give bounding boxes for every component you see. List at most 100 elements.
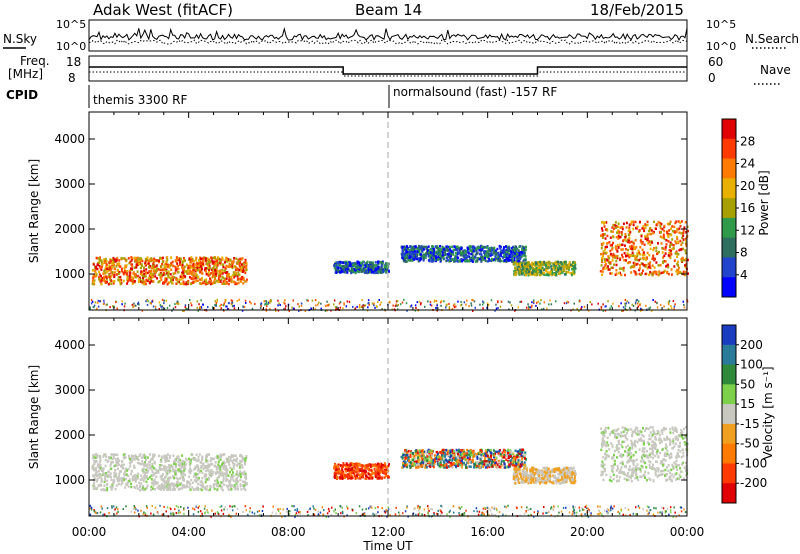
data-cell bbox=[219, 275, 222, 278]
data-cell bbox=[518, 245, 521, 248]
data-cell bbox=[219, 259, 222, 262]
noise-cell bbox=[463, 301, 466, 304]
data-cell bbox=[413, 248, 415, 252]
data-cell bbox=[181, 454, 184, 457]
data-cell bbox=[644, 237, 647, 240]
data-cell bbox=[642, 227, 645, 230]
data-cell bbox=[216, 257, 219, 261]
data-cell bbox=[375, 268, 378, 272]
data-cell bbox=[663, 254, 666, 258]
data-cell bbox=[206, 459, 209, 463]
data-cell bbox=[195, 476, 198, 480]
data-cell bbox=[611, 226, 614, 229]
data-cell bbox=[204, 259, 207, 262]
data-cell bbox=[120, 460, 123, 463]
data-cell bbox=[196, 459, 199, 463]
data-cell bbox=[96, 480, 98, 483]
data-cell bbox=[175, 256, 178, 259]
data-cell bbox=[93, 476, 96, 480]
noise-cell bbox=[216, 300, 218, 303]
data-cell bbox=[566, 263, 569, 267]
data-cell bbox=[543, 268, 545, 272]
data-cell bbox=[183, 484, 185, 487]
data-cell bbox=[160, 455, 163, 458]
data-cell bbox=[213, 279, 216, 282]
data-cell bbox=[445, 245, 448, 248]
data-cell bbox=[346, 466, 349, 469]
data-cell bbox=[180, 273, 183, 276]
data-cell bbox=[418, 257, 421, 260]
data-cell bbox=[107, 283, 110, 286]
data-cell bbox=[568, 261, 571, 264]
noise-cell bbox=[361, 306, 363, 309]
data-cell bbox=[239, 470, 242, 473]
data-cell bbox=[457, 251, 460, 255]
noise-cell bbox=[631, 303, 633, 306]
data-cell bbox=[511, 248, 514, 252]
data-cell bbox=[406, 248, 409, 251]
data-cell bbox=[195, 465, 198, 469]
data-cell bbox=[615, 272, 618, 275]
data-cell bbox=[376, 261, 379, 264]
data-cell bbox=[670, 273, 673, 276]
noise-cell bbox=[291, 306, 293, 309]
data-cell bbox=[110, 478, 113, 482]
data-cell bbox=[208, 464, 211, 467]
data-cell bbox=[112, 481, 115, 484]
noise-cell bbox=[284, 299, 286, 302]
data-cell bbox=[200, 276, 203, 280]
data-cell bbox=[236, 487, 239, 491]
power-colorbar-label: Power [dB] bbox=[757, 170, 771, 235]
data-cell bbox=[135, 256, 138, 260]
data-cell bbox=[666, 234, 669, 237]
data-cell bbox=[225, 457, 228, 460]
data-cell bbox=[176, 257, 179, 260]
data-cell bbox=[119, 265, 122, 268]
noise-cell bbox=[151, 300, 153, 303]
data-cell bbox=[169, 467, 171, 470]
data-cell bbox=[166, 456, 169, 460]
noise-cell bbox=[96, 301, 99, 304]
data-cell bbox=[346, 463, 349, 467]
data-cell bbox=[174, 458, 177, 462]
data-cell bbox=[168, 486, 171, 489]
data-cell bbox=[92, 474, 94, 477]
data-cell bbox=[559, 270, 562, 273]
noise-cell bbox=[517, 306, 520, 309]
data-cell bbox=[118, 270, 121, 274]
data-cell bbox=[476, 257, 479, 260]
data-cell bbox=[172, 469, 175, 473]
data-cell bbox=[347, 263, 350, 266]
data-cell bbox=[235, 257, 238, 260]
data-cell bbox=[534, 273, 537, 277]
data-cell bbox=[136, 258, 139, 261]
data-cell bbox=[171, 260, 174, 264]
data-cell bbox=[215, 274, 218, 277]
noise-cell bbox=[420, 302, 422, 305]
data-cell bbox=[656, 222, 659, 226]
noise-cell bbox=[405, 302, 408, 305]
data-cell bbox=[420, 253, 422, 256]
data-cell bbox=[444, 250, 446, 253]
data-cell bbox=[225, 478, 228, 481]
data-cell bbox=[489, 249, 492, 252]
y-tick-label: 1000 bbox=[54, 267, 85, 281]
data-cell bbox=[235, 478, 238, 481]
data-cell bbox=[619, 258, 622, 261]
data-cell bbox=[241, 456, 244, 460]
data-cell bbox=[538, 273, 541, 277]
data-cell bbox=[615, 269, 618, 272]
data-cell bbox=[612, 235, 615, 239]
data-cell bbox=[126, 481, 129, 484]
data-cell bbox=[225, 258, 228, 261]
data-cell bbox=[229, 466, 232, 469]
data-cell bbox=[527, 272, 530, 276]
data-cell bbox=[188, 258, 191, 261]
data-cell bbox=[176, 484, 179, 487]
data-cell bbox=[133, 266, 136, 269]
data-cell bbox=[644, 223, 647, 226]
noise-cell bbox=[339, 301, 342, 304]
data-cell bbox=[504, 252, 507, 255]
data-cell bbox=[211, 463, 214, 466]
data-cell bbox=[471, 260, 474, 263]
